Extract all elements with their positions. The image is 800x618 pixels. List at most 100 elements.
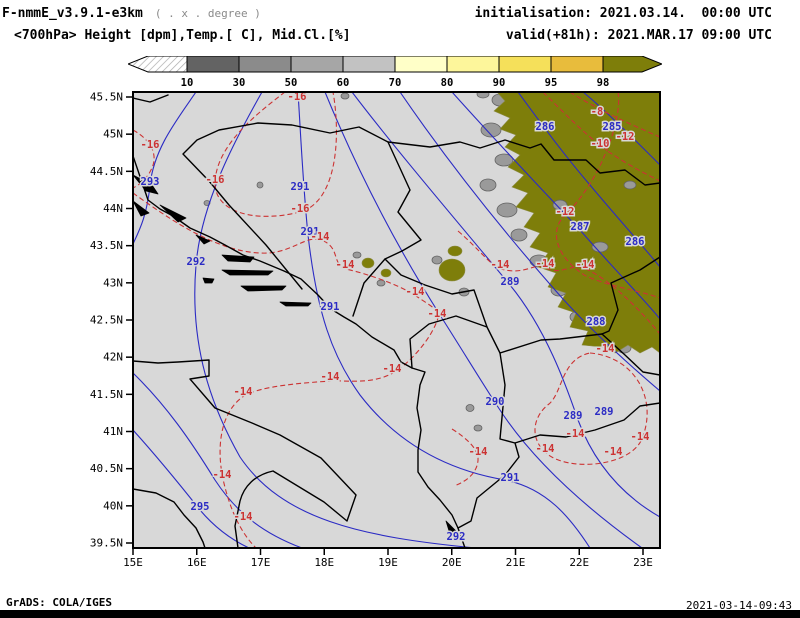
svg-text:289: 289 — [501, 276, 520, 288]
coastline-balkan — [133, 155, 466, 548]
island — [202, 277, 215, 284]
svg-text:-14: -14 — [383, 363, 402, 375]
svg-text:23E: 23E — [633, 556, 653, 569]
svg-text:-16: -16 — [141, 139, 160, 151]
svg-text:42.5N: 42.5N — [90, 314, 123, 327]
svg-text:-14: -14 — [234, 511, 253, 523]
svg-text:289: 289 — [595, 406, 614, 418]
island — [195, 234, 211, 245]
border — [601, 256, 660, 335]
coastline-italy-tyrrhenian — [133, 488, 206, 548]
svg-text:-8: -8 — [591, 106, 604, 118]
svg-text:-14: -14 — [213, 469, 232, 481]
svg-text:-14: -14 — [596, 343, 615, 355]
svg-text:291: 291 — [291, 181, 310, 193]
border — [182, 122, 422, 317]
bottom-border-bar — [0, 610, 800, 618]
svg-text:44N: 44N — [103, 202, 123, 215]
svg-text:291: 291 — [501, 472, 520, 484]
island — [279, 301, 312, 307]
svg-text:292: 292 — [187, 256, 206, 268]
svg-text:20E: 20E — [442, 556, 462, 569]
border — [133, 94, 169, 103]
init-time: initialisation: 2021.03.14. 00:00 UTC — [474, 6, 772, 21]
svg-text:39.5N: 39.5N — [90, 537, 123, 550]
svg-text:286: 286 — [536, 121, 555, 133]
svg-text:293: 293 — [141, 176, 160, 188]
svg-text:16E: 16E — [187, 556, 207, 569]
svg-text:41.5N: 41.5N — [90, 388, 123, 401]
svg-text:-14: -14 — [536, 443, 555, 455]
height-contours — [133, 92, 660, 548]
colorbar-tick-labels: 10 30 50 60 70 80 90 95 98 — [181, 77, 610, 89]
axis-labels: 45.5N 45N 44.5N 44N 43.5N 43N 42.5N 42N 41.5N 41N… — [90, 91, 653, 570]
svg-text:289: 289 — [564, 410, 583, 422]
svg-text:-12: -12 — [556, 206, 575, 218]
valid-time: valid(+81h): 2021.MAR.17 09:00 UTC — [505, 28, 772, 43]
map-plot: 293 291 291 292 291 289 287 286 285 286 288 290 289 2… — [90, 91, 661, 570]
svg-text:95: 95 — [545, 77, 558, 89]
border — [387, 139, 660, 186]
svg-text:98: 98 — [597, 77, 610, 89]
svg-text:44.5N: 44.5N — [90, 165, 123, 178]
border — [384, 258, 488, 328]
svg-text:287: 287 — [571, 221, 590, 233]
svg-text:60: 60 — [337, 77, 350, 89]
svg-text:45.5N: 45.5N — [90, 91, 123, 104]
svg-text:288: 288 — [587, 316, 606, 328]
svg-text:-16: -16 — [206, 174, 225, 186]
svg-text:-14: -14 — [536, 258, 555, 270]
svg-text:-14: -14 — [336, 259, 355, 271]
svg-text:-14: -14 — [491, 259, 510, 271]
svg-text:291: 291 — [321, 301, 340, 313]
model-note: ( . x . degree ) — [154, 7, 261, 20]
coastline-italy-adriatic — [133, 359, 357, 548]
svg-text:42N: 42N — [103, 351, 123, 364]
svg-text:-14: -14 — [311, 231, 330, 243]
svg-text:15E: 15E — [123, 556, 143, 569]
model-title: F-nmmE_v3.9.1-e3km — [2, 6, 143, 21]
svg-text:43.5N: 43.5N — [90, 239, 123, 252]
svg-text:-14: -14 — [604, 446, 623, 458]
header-line-1: F-nmmE_v3.9.1-e3km ( . x . degree ) — [2, 6, 261, 21]
svg-text:-14: -14 — [631, 431, 650, 443]
svg-text:-14: -14 — [566, 428, 585, 440]
map-outlines — [133, 94, 660, 548]
svg-text:-10: -10 — [591, 138, 610, 150]
svg-text:-14: -14 — [469, 446, 488, 458]
svg-text:-14: -14 — [428, 308, 447, 320]
field-title: <700hPa> Height [dpm],Temp.[ C], Mid.Cl.… — [14, 28, 351, 43]
svg-text:295: 295 — [191, 501, 210, 513]
border — [514, 402, 660, 444]
island — [133, 200, 150, 217]
border — [457, 352, 520, 529]
island — [221, 269, 274, 276]
svg-text:40.5N: 40.5N — [90, 462, 123, 475]
svg-text:285: 285 — [603, 121, 622, 133]
temp-contours — [133, 92, 660, 548]
svg-text:291: 291 — [301, 226, 320, 238]
border — [601, 333, 660, 376]
svg-text:43N: 43N — [103, 276, 123, 289]
island — [240, 285, 287, 292]
cloud-cover-colorbar: 10 30 50 60 70 80 90 95 98 — [128, 56, 662, 89]
svg-text:18E: 18E — [314, 556, 334, 569]
svg-text:17E: 17E — [251, 556, 271, 569]
svg-text:21E: 21E — [506, 556, 526, 569]
svg-text:-16: -16 — [288, 91, 307, 103]
temp-contour-labels: -16-16-16-16-14-14-14-14-14-14-14-14-14-… — [139, 91, 651, 525]
svg-text:-14: -14 — [406, 286, 425, 298]
svg-text:-14: -14 — [576, 259, 595, 271]
svg-text:292: 292 — [447, 531, 466, 543]
island — [133, 174, 159, 195]
svg-text:30: 30 — [233, 77, 246, 89]
svg-text:40N: 40N — [103, 499, 123, 512]
height-contour-labels: 293 291 291 292 291 289 287 286 285 286 288 290 289 2… — [139, 120, 646, 545]
svg-text:50: 50 — [285, 77, 298, 89]
svg-text:290: 290 — [486, 396, 505, 408]
svg-text:10: 10 — [181, 77, 194, 89]
svg-text:286: 286 — [626, 236, 645, 248]
svg-text:-14: -14 — [321, 371, 340, 383]
creation-timestamp: 2021-03-14-09:43 — [686, 599, 792, 612]
